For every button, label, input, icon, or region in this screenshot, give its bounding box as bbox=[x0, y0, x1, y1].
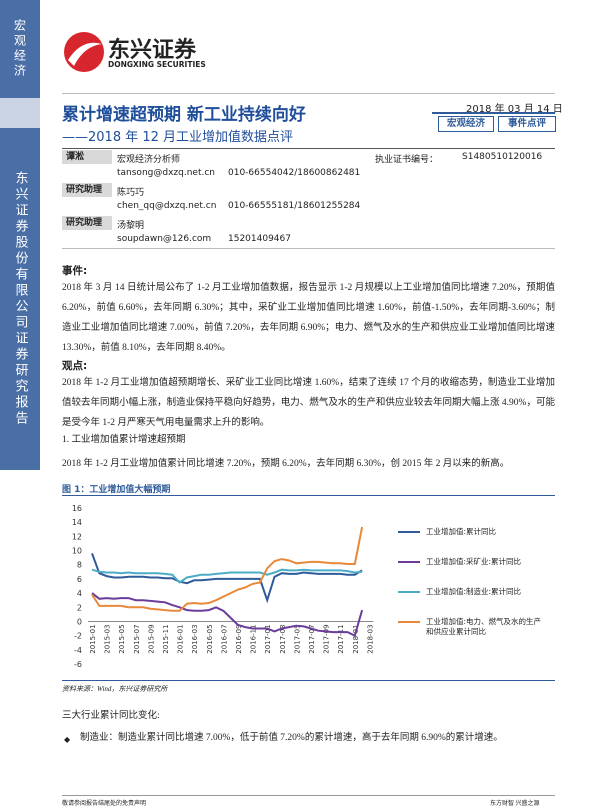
figure-title: 图 1：工业增加值大幅预期 bbox=[62, 485, 171, 495]
figure-rule bbox=[62, 680, 555, 681]
sidebar-gap bbox=[0, 98, 40, 128]
assistant-name: 陈巧巧 bbox=[117, 188, 145, 198]
phone: 010-66555181/18601255284 bbox=[228, 201, 361, 211]
x-tick-label: 2015-09 bbox=[147, 624, 155, 653]
y-tick-label: 6 bbox=[77, 575, 82, 584]
date: 2018 年 03 月 14 日 bbox=[466, 104, 563, 115]
y-tick-label: 4 bbox=[77, 589, 82, 598]
sidebar-vertical: 东兴证券股份有限公司证券研究报告 bbox=[0, 128, 40, 470]
y-tick-label: 10 bbox=[72, 547, 82, 556]
subtitle: ——2018 年 12 月工业增加值数据点评 bbox=[62, 130, 294, 145]
table-rule bbox=[62, 248, 555, 249]
email: soupdawn@126.com bbox=[117, 234, 212, 244]
phone: 15201409467 bbox=[228, 234, 291, 244]
x-tick-label: 2015-01 bbox=[89, 624, 97, 653]
legend-swatch bbox=[398, 591, 420, 593]
role: 研究助理 bbox=[62, 183, 112, 197]
legend-label: 工业增加值:制造业:累计同比 bbox=[426, 587, 522, 596]
sidebar-top: 宏观经济 bbox=[0, 0, 40, 98]
x-tick-label: 2015-03 bbox=[104, 624, 112, 653]
series-line bbox=[91, 568, 363, 584]
event-heading: 事件: bbox=[62, 265, 88, 277]
legend-entry: 工业增加值:电力、燃气及水的生产和供应业累计同比 bbox=[398, 617, 548, 637]
legend-entry: 工业增加值:制造业:累计同比 bbox=[398, 587, 548, 597]
logo-en: DONGXING SECURITIES bbox=[108, 60, 206, 69]
x-tick-label: 2017-05 bbox=[293, 624, 301, 653]
y-tick-label: 0 bbox=[77, 617, 82, 626]
x-tick-label: 2015-11 bbox=[162, 624, 170, 653]
y-tick-label: 2 bbox=[77, 603, 82, 612]
series-line bbox=[91, 592, 364, 638]
x-tick-label: 2016-01 bbox=[177, 624, 185, 653]
bullet-icon: ◆ bbox=[64, 735, 71, 744]
title: 累计增速超预期 新工业持续向好 bbox=[62, 105, 306, 125]
tag: 事件点评 bbox=[498, 116, 556, 132]
x-tick-label: 2015-07 bbox=[133, 624, 141, 653]
chart-container: -6 -4 -2 0 2 4 6 8 10 12 14 16 2015-01 2015-03 2015-05… bbox=[60, 497, 555, 677]
legend-entry: 工业增加值:采矿业:累计同比 bbox=[398, 557, 548, 567]
x-tick-label: 2016-03 bbox=[191, 624, 199, 653]
point-text: 2018 年 1-2 月工业增加值累计同比增速 7.20%，预期 6.20%，去… bbox=[62, 459, 510, 469]
table-rule bbox=[62, 148, 555, 149]
point-heading: 1. 工业增加值累计增速超预期 bbox=[62, 435, 186, 445]
bullet-text: 制造业：制造业累计同比增速 7.00%，低于前值 7.20%的累计增速，高于去年… bbox=[80, 733, 503, 743]
legend-swatch bbox=[398, 561, 420, 563]
y-tick-label: 12 bbox=[72, 532, 82, 541]
email: chen_qq@dxzq.net.cn bbox=[117, 201, 217, 211]
x-tick-label: 2017-07 bbox=[308, 624, 316, 653]
legend: 工业增加值:累计同比工业增加值:采矿业:累计同比 工业增加值:制造业:累计同比工业… bbox=[398, 527, 548, 657]
logo-icon bbox=[64, 32, 104, 72]
legend-swatch bbox=[398, 531, 420, 533]
header-rule bbox=[62, 93, 555, 94]
source: 资料来源：Wind，东兴证券研究所 bbox=[62, 685, 168, 693]
sector-heading: 三大行业累计同比变化: bbox=[62, 711, 160, 721]
figure-rule bbox=[62, 495, 555, 496]
logo-cn: 东兴证券 bbox=[108, 38, 197, 63]
cert-label: 执业证书编号： bbox=[375, 155, 439, 165]
legend-entry: 工业增加值:累计同比 bbox=[398, 527, 548, 537]
analyst-title: 宏观经济分析师 bbox=[117, 155, 181, 165]
chart: -6 -4 -2 0 2 4 6 8 10 12 14 16 2015-01 2015-03 2015-05… bbox=[72, 504, 375, 669]
view-heading: 观点: bbox=[62, 360, 88, 372]
date-rule bbox=[432, 112, 555, 114]
y-tick-label: 16 bbox=[72, 504, 82, 513]
x-tick-label: 2018-03 bbox=[366, 624, 374, 653]
role: 研究助理 bbox=[62, 216, 112, 230]
assistant-name: 汤黎明 bbox=[117, 221, 145, 231]
y-tick-label: -2 bbox=[74, 632, 82, 641]
x-tick-label: 2018-01 bbox=[352, 624, 360, 653]
y-tick-label: -4 bbox=[74, 646, 82, 655]
x-tick-label: 2016-11 bbox=[250, 624, 258, 653]
y-tick-label: 14 bbox=[72, 518, 82, 527]
email: tansong@dxzq.net.cn bbox=[117, 168, 215, 178]
series-line bbox=[91, 526, 364, 612]
event-text: 2018 年 3 月 14 日统计局公布了 1-2 月工业增加值数据，报告显示 … bbox=[62, 283, 555, 353]
x-tick-label: 2017-09 bbox=[323, 624, 331, 653]
footer-rule bbox=[62, 795, 555, 796]
y-tick-label: -6 bbox=[74, 660, 82, 669]
x-tick-label: 2015-05 bbox=[118, 624, 126, 653]
legend-label: 工业增加值:电力、燃气及水的生产和供应业累计同比 bbox=[426, 617, 542, 636]
x-tick-label: 2017-03 bbox=[279, 624, 287, 653]
legend-label: 工业增加值:采矿业:累计同比 bbox=[426, 557, 522, 566]
analyst-name: 谭淞 bbox=[62, 150, 112, 164]
x-tick-label: 2017-01 bbox=[264, 624, 272, 653]
x-tick-label: 2016-05 bbox=[206, 624, 214, 653]
phone: 010-66554042/18600862481 bbox=[228, 168, 361, 178]
footer-left: 敬请参阅报告结尾处的免责声明 bbox=[62, 801, 147, 807]
cert-number: S1480510120016 bbox=[462, 152, 543, 162]
tag: 宏观经济 bbox=[438, 116, 494, 132]
footer-right: 东方财智 兴盛之源 bbox=[490, 801, 540, 807]
view-text: 2018 年 1-2 月工业增加值超预期增长、采矿业工业同比增速 1.60%，结… bbox=[62, 378, 555, 428]
legend-swatch bbox=[398, 621, 420, 623]
x-tick-label: 2017-11 bbox=[337, 624, 345, 653]
legend-label: 工业增加值:累计同比 bbox=[426, 527, 497, 536]
x-tick-label: 2016-07 bbox=[220, 624, 228, 653]
y-tick-label: 8 bbox=[77, 561, 82, 570]
series-line bbox=[91, 553, 363, 604]
x-tick-label: 2016-09 bbox=[235, 624, 243, 653]
